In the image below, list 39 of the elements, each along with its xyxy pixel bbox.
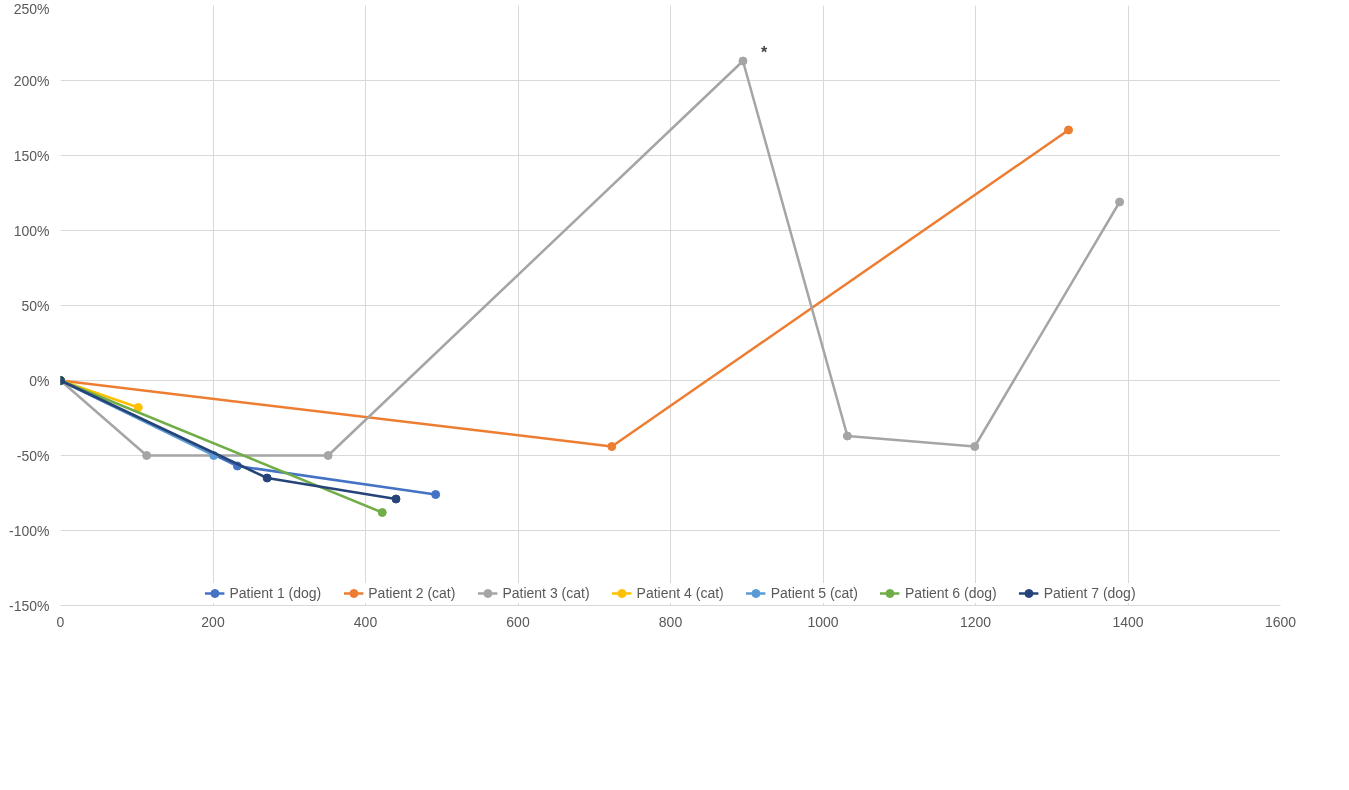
y-tick-label: 0% [29, 372, 50, 389]
annotation: * [760, 44, 768, 61]
legend-label: Patient 2 (cat) [368, 585, 456, 601]
legend-label: Patient 6 (dog) [904, 585, 997, 601]
point [738, 56, 748, 66]
y-tick-label: -150% [9, 597, 50, 614]
point [970, 442, 980, 451]
y-tick-label: 100% [13, 222, 50, 239]
y-tick-label: 200% [13, 72, 50, 89]
point [1064, 125, 1074, 135]
x-tick-label: 800 [658, 613, 683, 630]
point [431, 490, 441, 499]
point [142, 451, 152, 460]
legend-label: Patient 5 (cat) [770, 585, 858, 601]
point [323, 451, 333, 460]
point [262, 473, 272, 483]
y-tick-label: 150% [13, 147, 50, 164]
x-tick-label: 1000 [807, 613, 839, 630]
legend-label: Patient 4 (cat) [636, 585, 724, 601]
y-tick-label: 50% [21, 297, 50, 314]
x-tick-label: 0 [56, 613, 65, 630]
point [391, 494, 401, 504]
legend-label: Patient 7 (dog) [1043, 585, 1136, 601]
x-tick-label: 1200 [959, 613, 992, 630]
y-tick-label: -100% [9, 522, 50, 539]
x-tick-label: 1600 [1264, 613, 1297, 630]
point [842, 431, 852, 441]
point [607, 442, 617, 451]
point [1115, 197, 1125, 207]
point [133, 403, 143, 412]
x-tick-label: 600 [506, 613, 530, 630]
y-tick-label: -50% [16, 447, 50, 464]
x-tick-label: 400 [353, 613, 378, 630]
legend-label: Patient 1 (dog) [229, 585, 322, 601]
x-tick-label: 200 [201, 613, 225, 630]
legend-label: Patient 3 (cat) [502, 585, 590, 601]
y-tick-label: 250% [13, 0, 50, 17]
x-tick-label: 1400 [1112, 613, 1144, 630]
point [377, 508, 387, 517]
